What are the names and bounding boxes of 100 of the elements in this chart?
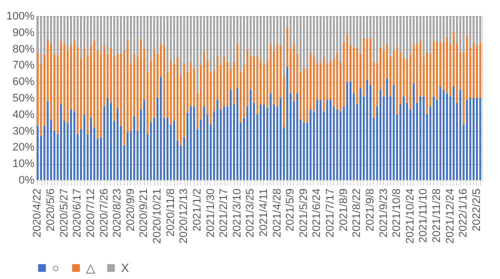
bar: [386, 78, 388, 180]
bar: [126, 132, 129, 180]
bar: [402, 16, 405, 59]
bar: [196, 16, 198, 94]
bar: [272, 16, 275, 50]
bar: [40, 16, 42, 64]
bar: [349, 82, 352, 180]
bar: [223, 106, 226, 180]
bar: [330, 16, 332, 62]
x-tick-label: 2021/4/11: [258, 188, 270, 237]
bar: [133, 116, 136, 180]
bar: [416, 16, 418, 44]
bar: [300, 16, 302, 72]
bar: [36, 126, 39, 180]
bar: [332, 16, 335, 59]
x-tick-label: 2021/11/10: [418, 188, 430, 243]
bar: [83, 114, 86, 180]
y-tick-label: 10%: [12, 158, 35, 170]
bar: [223, 57, 226, 106]
bar: [372, 16, 375, 62]
bar: [163, 46, 166, 118]
bar: [426, 52, 428, 114]
bar: [302, 16, 305, 68]
bar: [302, 68, 305, 123]
x-tick-label: 2020/7/26: [98, 188, 110, 238]
bar: [422, 96, 425, 180]
bar: [476, 98, 478, 180]
bar: [86, 16, 89, 56]
bar: [136, 16, 139, 57]
bar: [296, 93, 298, 180]
bar: [143, 100, 146, 180]
bar: [173, 120, 176, 180]
x-tick-label: 2020/8/23: [112, 188, 124, 238]
bar: [106, 16, 109, 54]
legend-label: △: [86, 261, 96, 275]
bar: [130, 16, 132, 64]
bar: [452, 86, 455, 180]
bar: [250, 16, 252, 56]
bar: [203, 106, 206, 180]
bar: [379, 90, 382, 180]
bar: [286, 66, 288, 180]
bar: [53, 16, 56, 54]
bar: [316, 16, 318, 64]
bar: [330, 100, 332, 180]
bar: [352, 16, 355, 48]
bar: [346, 82, 348, 180]
y-tick-label: 30%: [12, 125, 35, 138]
bar: [306, 16, 308, 68]
bar: [442, 16, 445, 42]
bar: [253, 16, 256, 57]
bar: [123, 16, 126, 50]
bar: [120, 16, 122, 54]
bar: [349, 16, 352, 46]
bar: [230, 16, 232, 68]
bar: [376, 16, 378, 64]
bar: [429, 16, 432, 54]
bar: [320, 16, 322, 64]
bar: [173, 16, 176, 64]
bar: [250, 90, 252, 180]
bar: [326, 16, 328, 64]
bar: [302, 122, 305, 180]
bar: [422, 16, 425, 57]
bar: [449, 16, 452, 44]
bar: [469, 16, 472, 48]
x-tick-label: 2021/3/10: [231, 188, 244, 238]
x-tick-label: 2021/6/24: [311, 188, 324, 238]
bar: [322, 57, 325, 112]
bar: [116, 16, 119, 54]
bar: [366, 16, 368, 39]
bar: [46, 101, 49, 180]
bar: [459, 16, 462, 52]
bar: [270, 93, 272, 180]
bar: [469, 98, 472, 180]
bar: [282, 16, 285, 76]
bar: [193, 106, 196, 180]
bar: [113, 16, 116, 57]
bar: [220, 16, 222, 66]
x-tick-label: 2021/10/8: [391, 188, 404, 238]
bar: [442, 90, 445, 180]
bar: [280, 98, 282, 180]
y-tick-label: 0%: [18, 174, 35, 186]
bar: [446, 37, 448, 94]
bar: [262, 104, 265, 180]
bar: [479, 42, 482, 98]
bar: [276, 44, 278, 106]
bar: [70, 109, 72, 180]
x-tick-label: 2021/1/30: [204, 188, 217, 238]
bar: [256, 55, 258, 114]
bar: [320, 100, 322, 180]
y-tick-label: 80%: [12, 43, 35, 56]
x-tick-label: 2020/5/27: [58, 188, 70, 238]
x-tick-label: 2021/4/28: [271, 188, 284, 238]
bar: [180, 16, 182, 77]
bar: [419, 96, 422, 180]
bar: [392, 84, 395, 180]
bar: [402, 96, 405, 180]
bar: [262, 16, 265, 66]
bar: [230, 90, 232, 180]
x-tick-label: 2020/7/12: [84, 188, 97, 238]
legend-label: ○: [52, 261, 60, 275]
